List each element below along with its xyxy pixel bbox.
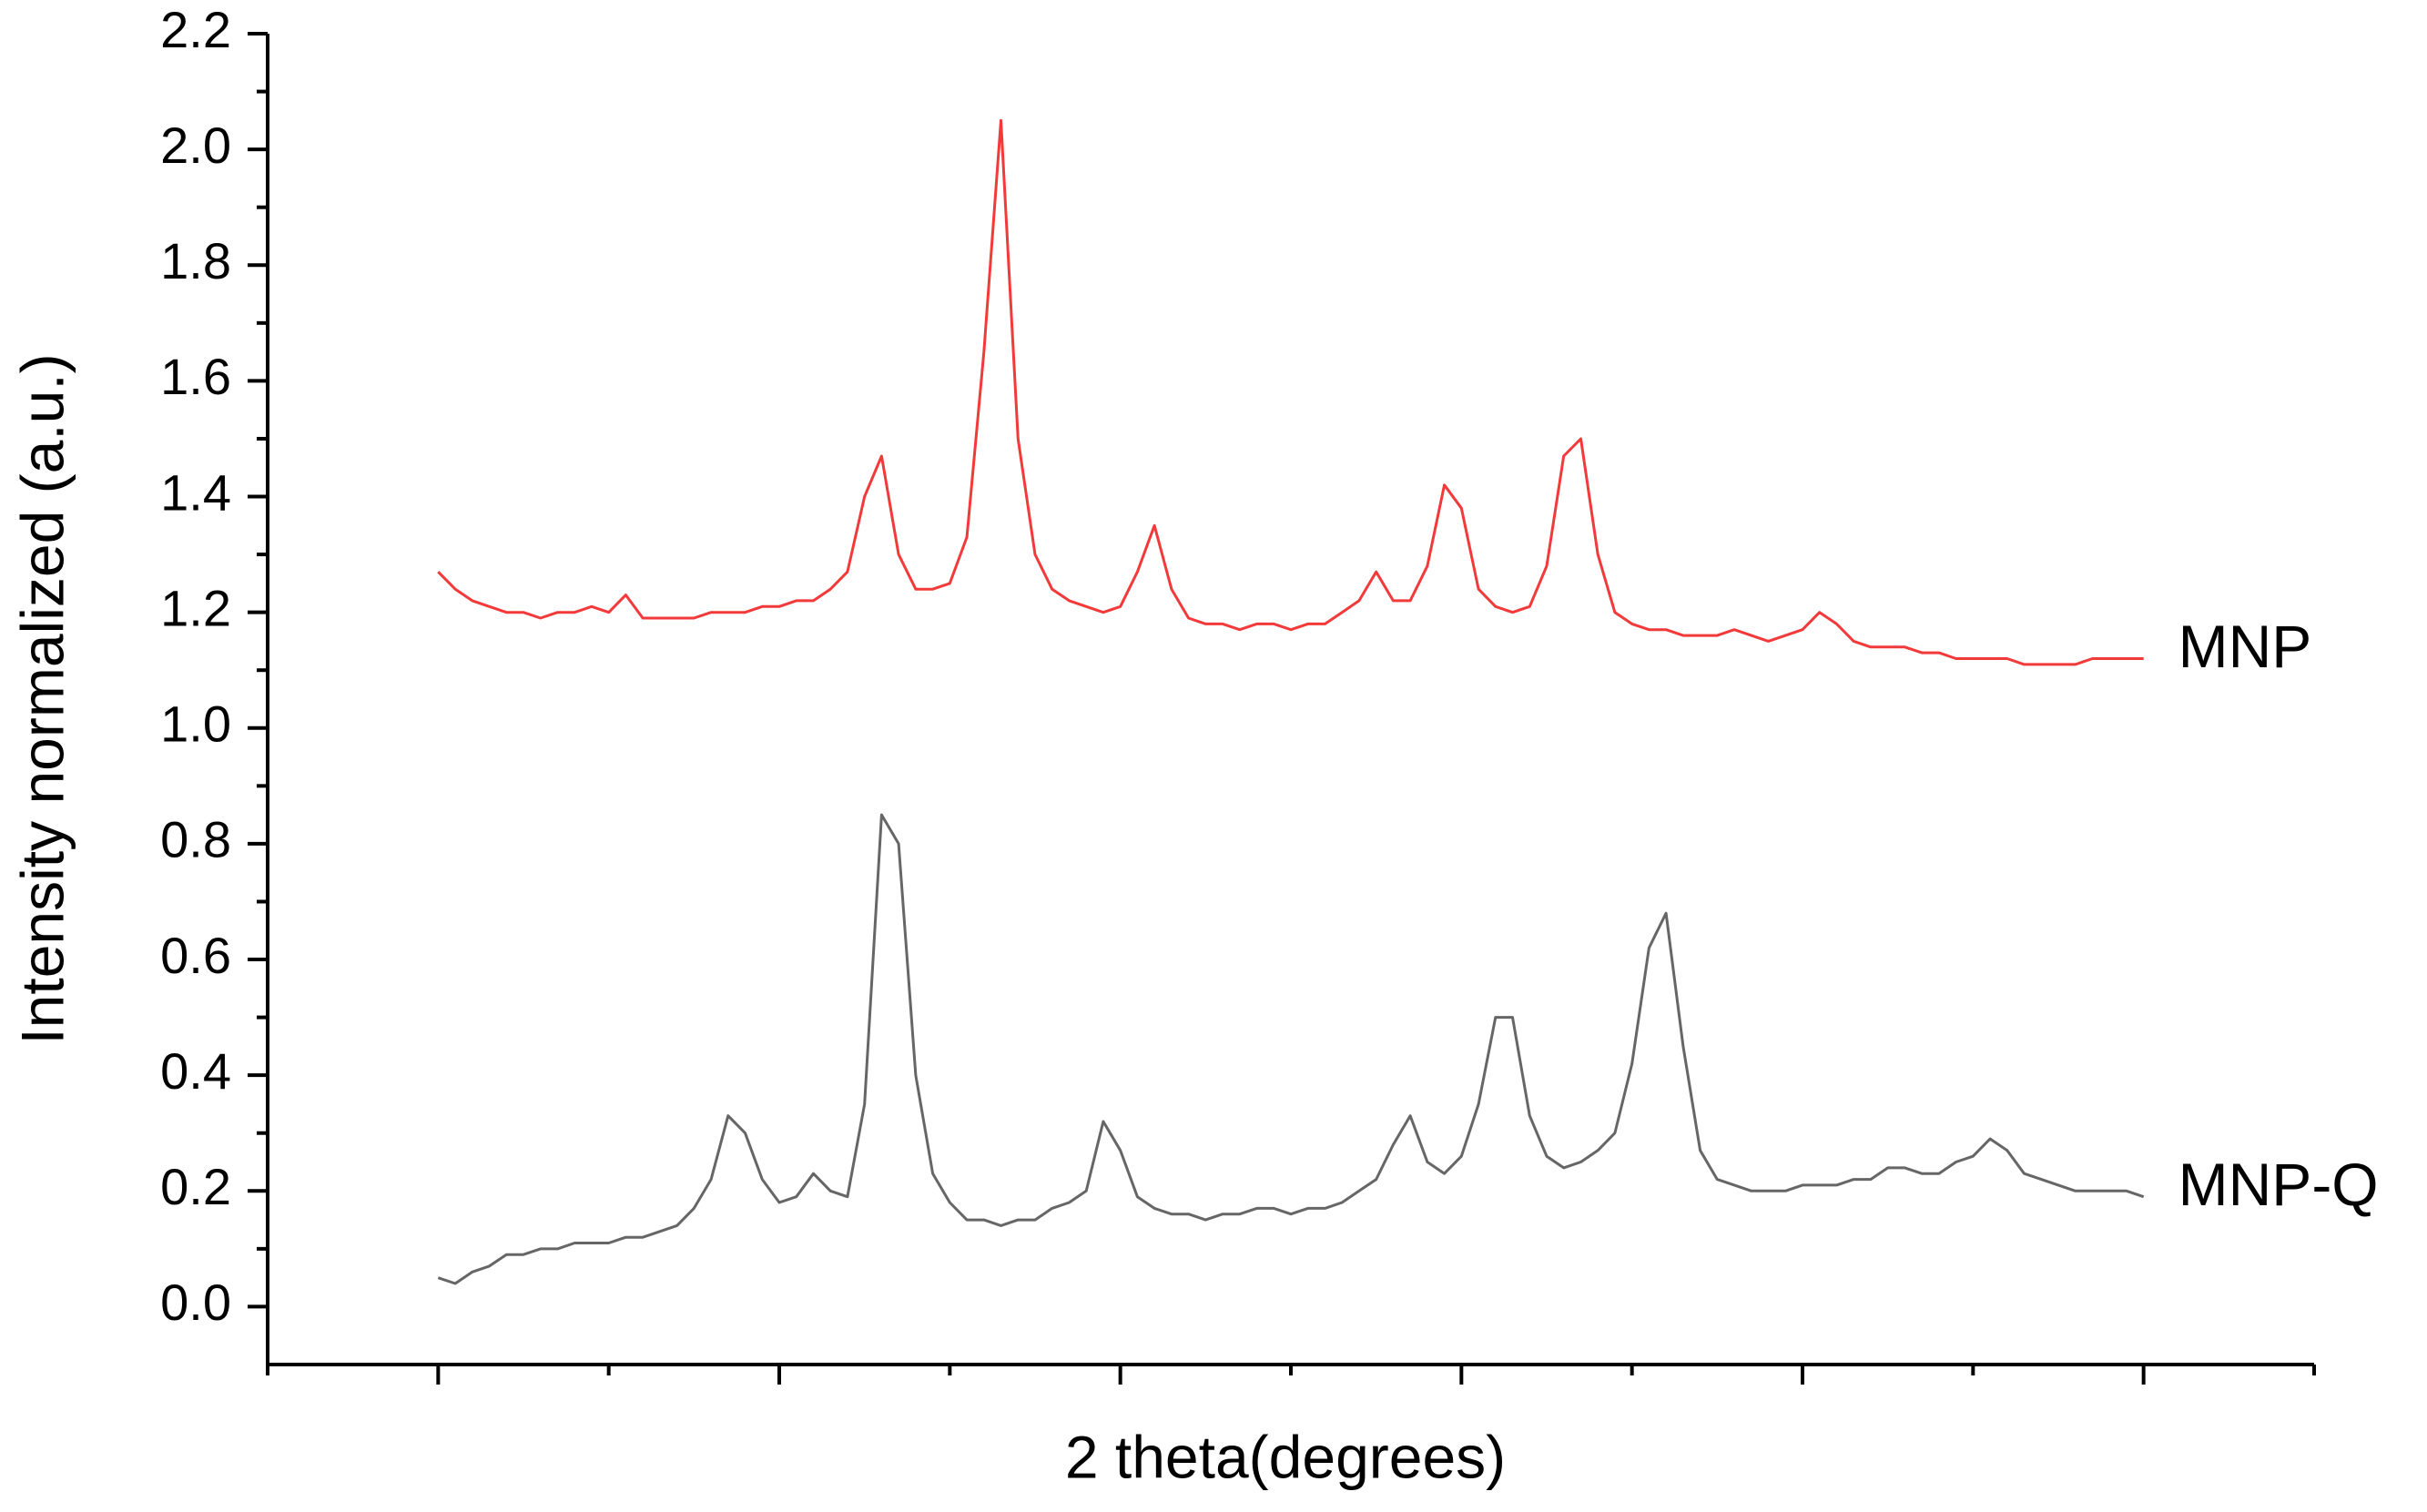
y-tick-label: 1.2 bbox=[160, 579, 231, 636]
series-line bbox=[437, 118, 2144, 666]
y-tick-label: 0.0 bbox=[160, 1274, 231, 1331]
y-tick-label: 2.0 bbox=[160, 117, 231, 174]
y-tick-label: 0.8 bbox=[160, 811, 231, 868]
y-tick-label: 1.4 bbox=[160, 463, 231, 521]
series-label: MNP-Q bbox=[2178, 1151, 2379, 1218]
y-tick-label: 0.2 bbox=[160, 1158, 231, 1215]
y-tick-label: 1.0 bbox=[160, 695, 231, 753]
series-label: MNP bbox=[2178, 613, 2312, 680]
y-tick-label: 1.6 bbox=[160, 348, 231, 405]
x-axis-title: 2 theta(degrees) bbox=[1065, 1423, 1506, 1490]
y-tick-label: 1.8 bbox=[160, 232, 231, 289]
y-tick-label: 0.4 bbox=[160, 1042, 231, 1100]
y-axis-title: Intensity normalized (a.u.) bbox=[8, 353, 76, 1044]
y-tick-label: 2.2 bbox=[160, 1, 231, 58]
y-tick-label: 0.6 bbox=[160, 927, 231, 984]
series-line bbox=[437, 813, 2145, 1285]
